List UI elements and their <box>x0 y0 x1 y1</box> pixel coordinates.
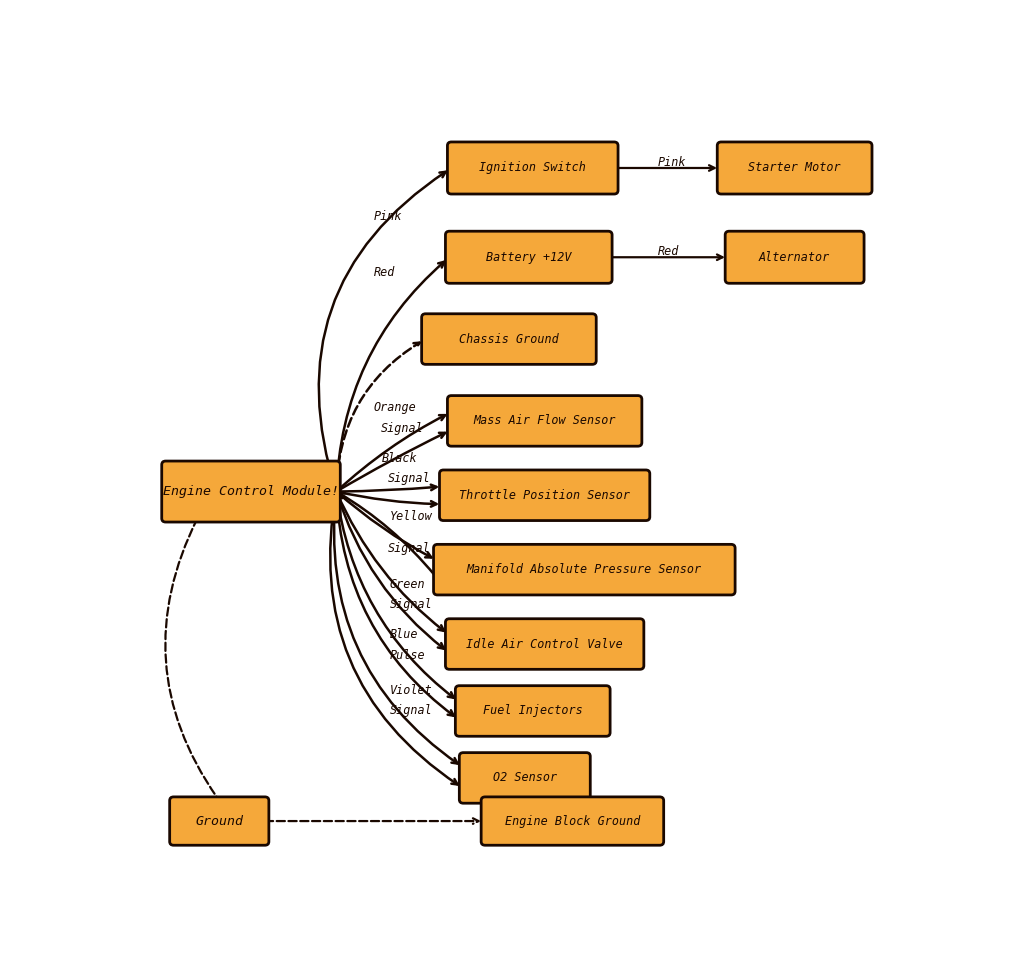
Text: Pink: Pink <box>658 156 687 168</box>
Text: Idle Air Control Valve: Idle Air Control Valve <box>466 638 623 650</box>
Text: Red: Red <box>658 244 680 258</box>
Text: O2 Sensor: O2 Sensor <box>493 772 557 784</box>
FancyBboxPatch shape <box>447 142 618 194</box>
Text: Green: Green <box>390 578 426 591</box>
FancyBboxPatch shape <box>162 461 340 522</box>
FancyBboxPatch shape <box>433 545 735 595</box>
Text: Manifold Absolute Pressure Sensor: Manifold Absolute Pressure Sensor <box>467 563 701 576</box>
Text: Engine Block Ground: Engine Block Ground <box>505 814 640 828</box>
Text: Signal: Signal <box>388 472 431 485</box>
FancyBboxPatch shape <box>481 797 664 845</box>
Text: Yellow: Yellow <box>390 510 432 523</box>
Text: Orange: Orange <box>374 401 417 414</box>
FancyBboxPatch shape <box>717 142 872 194</box>
Text: Pulse: Pulse <box>390 649 426 662</box>
FancyBboxPatch shape <box>447 396 642 446</box>
FancyBboxPatch shape <box>445 231 612 283</box>
FancyBboxPatch shape <box>460 753 590 803</box>
FancyBboxPatch shape <box>456 686 610 736</box>
FancyBboxPatch shape <box>170 797 269 845</box>
FancyBboxPatch shape <box>439 470 650 521</box>
Text: Chassis Ground: Chassis Ground <box>459 332 559 346</box>
Text: Signal: Signal <box>390 598 432 611</box>
Text: Signal: Signal <box>380 422 423 435</box>
Text: Fuel Injectors: Fuel Injectors <box>483 704 583 718</box>
Text: Blue: Blue <box>390 628 419 640</box>
Text: Starter Motor: Starter Motor <box>749 161 841 175</box>
Text: Black: Black <box>382 451 418 465</box>
Text: Red: Red <box>374 266 395 278</box>
FancyBboxPatch shape <box>725 231 864 283</box>
Text: Signal: Signal <box>390 704 432 718</box>
FancyBboxPatch shape <box>445 619 644 669</box>
Text: Throttle Position Sensor: Throttle Position Sensor <box>459 489 630 501</box>
Text: Pink: Pink <box>374 210 402 223</box>
FancyBboxPatch shape <box>422 314 596 364</box>
Text: Signal: Signal <box>388 542 431 555</box>
Text: Battery +12V: Battery +12V <box>486 251 571 264</box>
Text: Mass Air Flow Sensor: Mass Air Flow Sensor <box>473 414 615 427</box>
Text: Engine Control Module!: Engine Control Module! <box>163 485 339 498</box>
Text: Alternator: Alternator <box>759 251 830 264</box>
Text: Ignition Switch: Ignition Switch <box>479 161 586 175</box>
Text: Ground: Ground <box>196 814 244 828</box>
Text: Violet: Violet <box>390 684 432 696</box>
